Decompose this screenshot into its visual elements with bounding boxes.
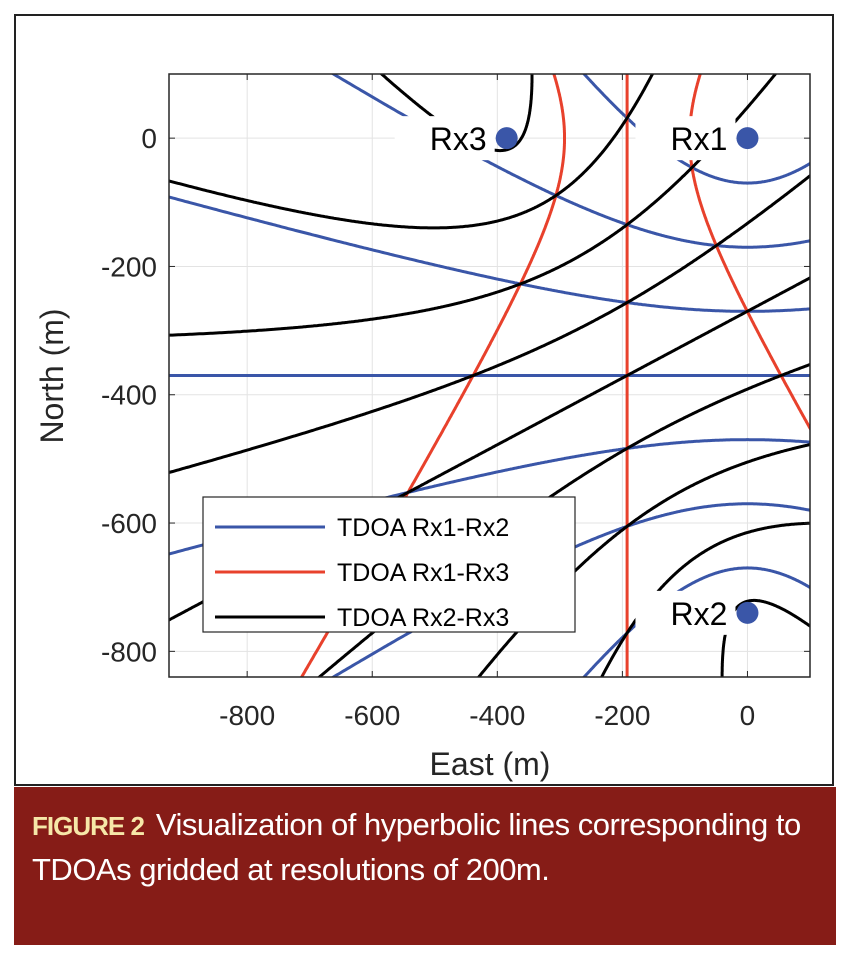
y-tick-label: -600 (101, 508, 157, 539)
y-tick-label: 0 (141, 123, 157, 154)
tdoa-line-tdoa-rx2-rx3 (169, 74, 778, 337)
receiver-marker (495, 127, 518, 150)
receiver-label-bg (635, 590, 736, 635)
x-tick-label: 0 (740, 700, 756, 731)
tdoa-line-tdoa-rx1-rx3 (299, 74, 566, 677)
tdoa-line-tdoa-rx1-rx2 (169, 195, 810, 313)
tdoa-line-tdoa-rx2-rx3 (720, 598, 810, 677)
receiver-label-bg (394, 116, 495, 161)
tdoa-line-tdoa-rx2-rx3 (169, 74, 655, 230)
legend-box (202, 496, 576, 633)
x-tick-label: -800 (219, 700, 275, 731)
figure-label: FIGURE 2 (32, 811, 145, 841)
tdoa-line-tdoa-rx2-rx3 (379, 74, 534, 153)
receiver-label: Rx2 (671, 596, 728, 632)
x-tick-label: -600 (344, 700, 400, 731)
receivers: Rx1 Rx2 Rx3 (394, 116, 759, 635)
legend-label: TDOA Rx2-Rx3 (337, 604, 509, 632)
legend-label: TDOA Rx1-Rx2 (337, 514, 509, 542)
x-tick-label: -200 (594, 700, 650, 731)
tdoa-line-tdoa-rx2-rx3 (599, 521, 810, 677)
legend-label: TDOA Rx1-Rx3 (337, 559, 509, 587)
hyperbola-lines (169, 74, 810, 677)
y-tick-label: -200 (101, 251, 157, 282)
plot-box (168, 73, 811, 678)
receiver-label: Rx1 (671, 121, 728, 157)
tdoa-line-tdoa-rx2-rx3 (169, 173, 810, 475)
tdoa-line-tdoa-rx1-rx3 (688, 74, 810, 432)
tdoa-line-tdoa-rx1-rx2 (582, 74, 810, 185)
y-axis-label: North (m) (34, 308, 70, 443)
receiver-marker (736, 127, 759, 150)
legend: TDOA Rx1-Rx2 TDOA Rx1-Rx3 TDOA Rx2-Rx3 (202, 496, 576, 633)
y-tick-label: -400 (101, 380, 157, 411)
figure-caption: FIGURE 2 Visualization of hyperbolic line… (14, 787, 836, 945)
x-tick-label: -400 (469, 700, 525, 731)
y-tick-label: -800 (101, 636, 157, 667)
receiver-label-bg (635, 116, 736, 161)
receiver-label: Rx3 (430, 121, 487, 157)
axis-ticks: -800 -600 -400 -200 0 0 -200 -400 -600 -800 (101, 74, 810, 731)
receiver-marker (736, 601, 759, 624)
caption-text: Visualization of hyperbolic lines corres… (32, 807, 801, 887)
tdoa-chart: -800 -600 -400 -200 00-200-400-600-800 Rx1Rx… (34, 73, 811, 782)
x-axis-label: East (m) (430, 746, 551, 782)
